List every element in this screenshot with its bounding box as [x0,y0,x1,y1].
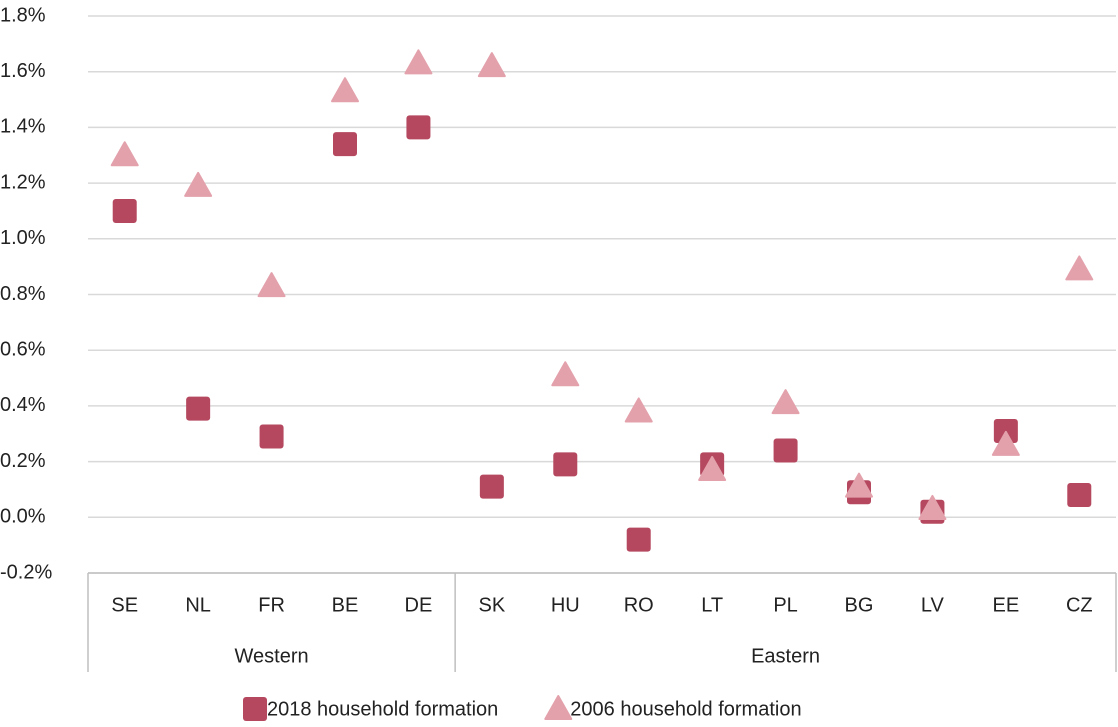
point [624,397,653,423]
group-label: Western [235,645,309,667]
x-tick-label: LV [921,594,945,616]
y-tick-label: 1.0% [0,227,46,249]
group-label: Eastern [751,645,820,667]
point [551,361,580,387]
y-tick-label: -0.2% [0,561,52,583]
y-tick-label: 1.4% [0,116,46,138]
point [333,132,357,157]
x-tick-label: EE [993,594,1020,616]
point [184,171,213,197]
point [186,396,211,421]
point [845,472,873,498]
y-tick-label: 1.2% [0,171,46,193]
point [257,272,286,298]
x-tick-label: SE [111,594,138,616]
x-tick-label: PL [773,594,797,616]
x-tick-label: DE [405,594,433,616]
point [698,455,727,481]
legend-marker [243,697,267,721]
y-tick-label: 0.0% [0,506,46,528]
y-tick-label: 0.6% [0,338,46,360]
x-tick-label: NL [185,594,211,616]
point [110,141,139,167]
point [991,430,1020,456]
x-tick-label: CZ [1066,594,1093,616]
x-tick-label: LT [701,594,723,616]
point [771,389,800,415]
x-tick-label: FR [258,594,285,616]
point [773,438,798,463]
x-tick-label: SK [479,594,506,616]
point [477,52,506,78]
legend-label: 2006 household formation [570,698,801,720]
point [112,198,137,223]
point [479,474,504,499]
point [626,527,651,552]
x-tick-label: RO [624,594,654,616]
point [1065,255,1094,281]
y-tick-label: 0.8% [0,283,46,305]
y-tick-label: 0.4% [0,394,46,416]
point [404,49,433,75]
y-tick-label: 0.2% [0,450,46,472]
point [1067,483,1092,508]
point [331,77,359,103]
x-tick-label: BG [845,594,874,616]
point [406,115,431,140]
legend-label: 2018 household formation [267,698,498,720]
point [259,424,284,449]
legend-marker [544,695,573,720]
y-tick-label: 1.8% [0,4,46,26]
point [553,452,578,477]
x-tick-label: HU [551,594,580,616]
x-tick-label: BE [332,594,359,616]
y-tick-label: 1.6% [0,60,46,82]
point [918,494,947,520]
